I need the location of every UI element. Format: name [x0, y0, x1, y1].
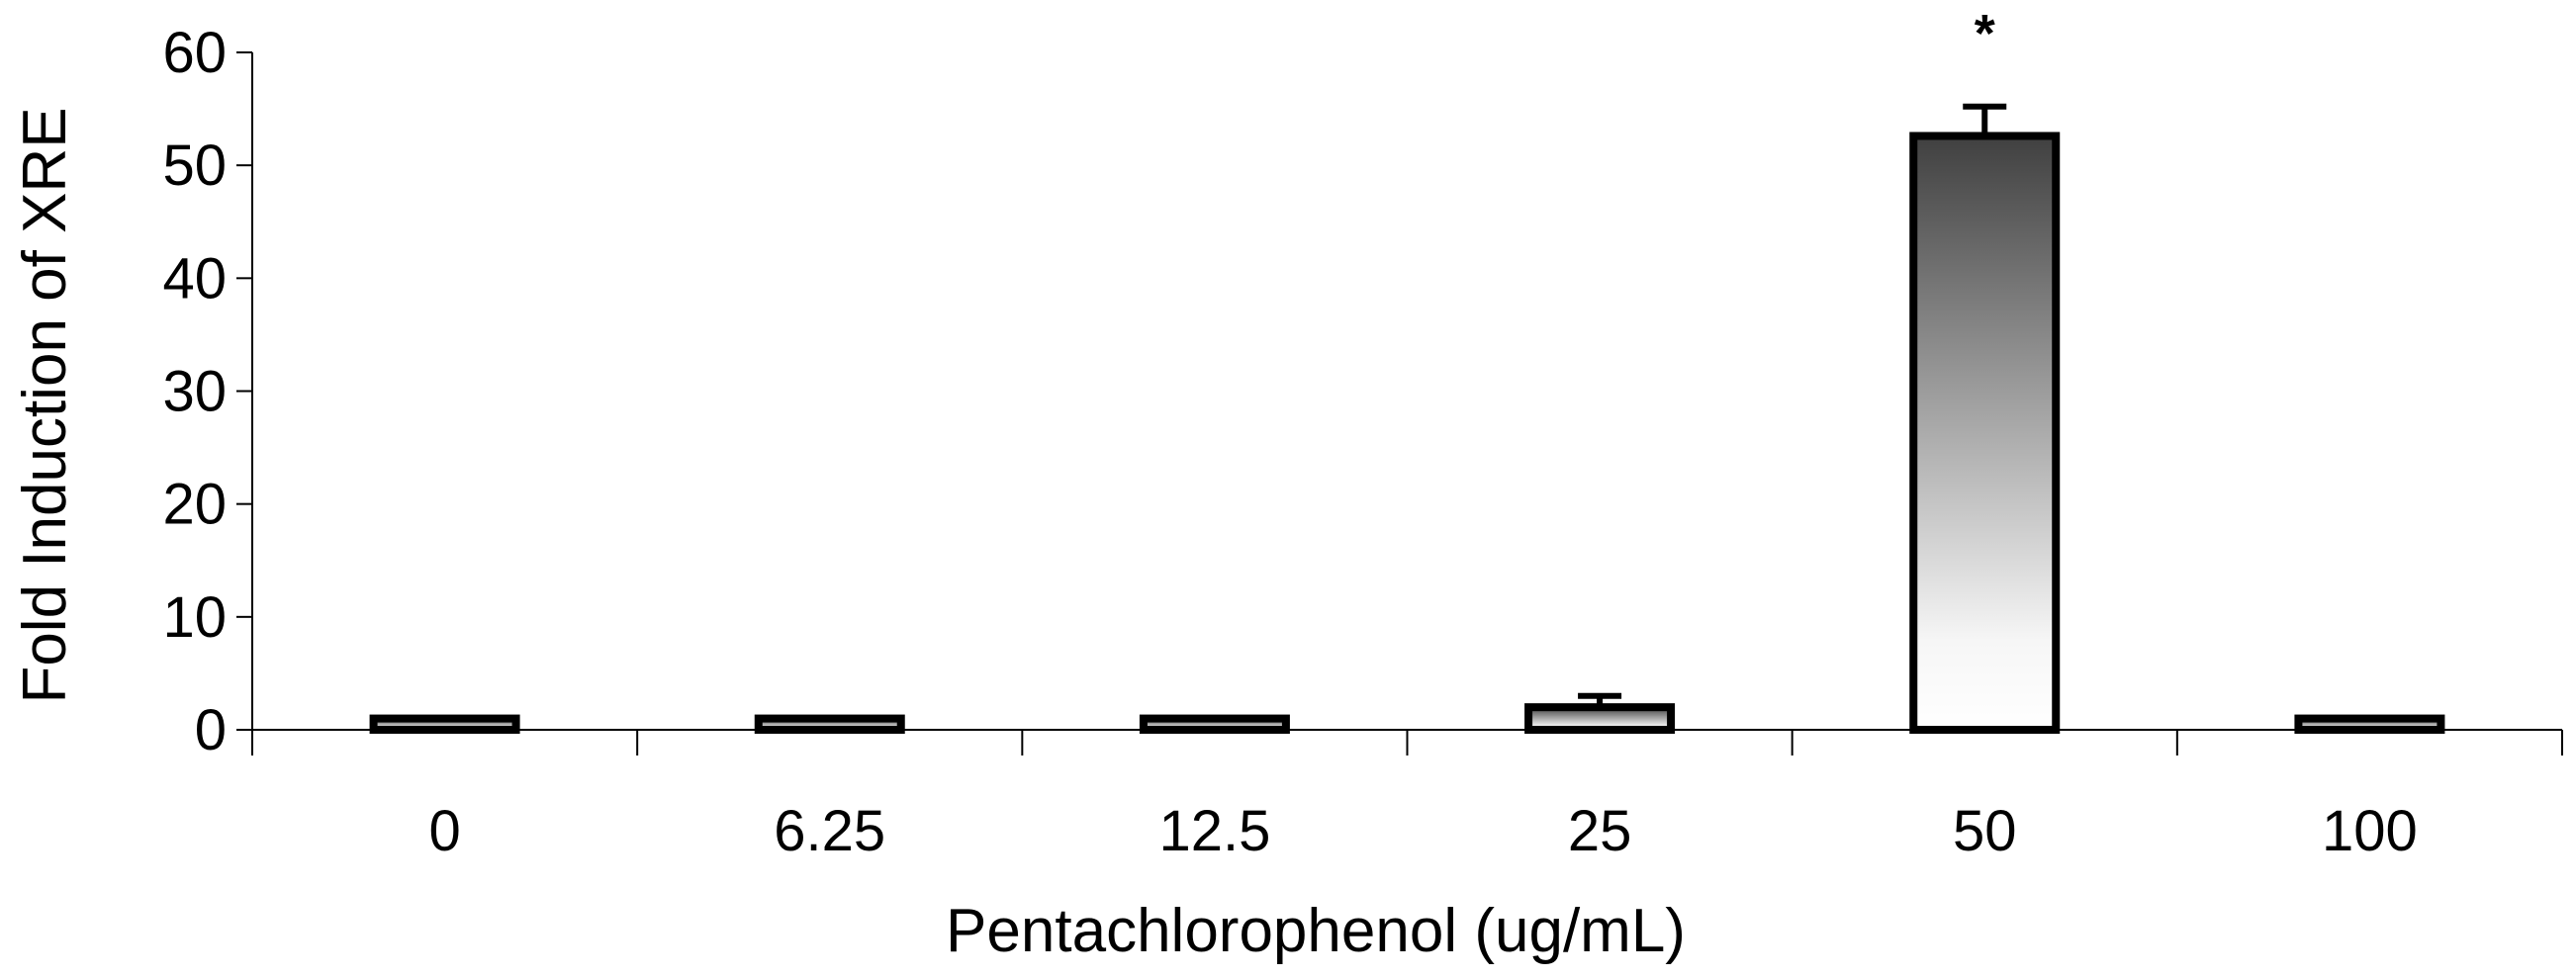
x-tick-label: 50: [1953, 799, 2017, 863]
x-tick-label: 0: [428, 799, 460, 863]
bar: [2294, 714, 2445, 734]
plot-area: 0 10 20 30 40 50 60 0 6.25 12.5 25 50 100 *: [162, 4, 2563, 863]
y-tick-label: 60: [162, 21, 227, 85]
y-tick-label: 0: [195, 698, 227, 762]
y-tick-label: 50: [162, 133, 227, 198]
x-tick-label: 100: [2322, 799, 2418, 863]
x-tick-label: 12.5: [1158, 799, 1270, 863]
significance-marker: *: [1975, 4, 1995, 63]
bar: [369, 714, 520, 734]
y-tick-label: 30: [162, 360, 227, 424]
bar: [1909, 132, 2061, 734]
y-tick-label: 10: [162, 585, 227, 650]
bar: [1524, 703, 1676, 735]
y-tick-label: 40: [162, 246, 227, 311]
y-axis-title: Fold Induction of XRE: [11, 107, 79, 703]
y-tick-label: 20: [162, 473, 227, 537]
x-tick-label: 25: [1568, 799, 1632, 863]
x-tick-label: 6.25: [774, 799, 885, 863]
bar: [754, 714, 905, 734]
x-axis-title: Pentachlorophenol (ug/mL): [946, 897, 1686, 965]
bar: [1139, 714, 1290, 734]
